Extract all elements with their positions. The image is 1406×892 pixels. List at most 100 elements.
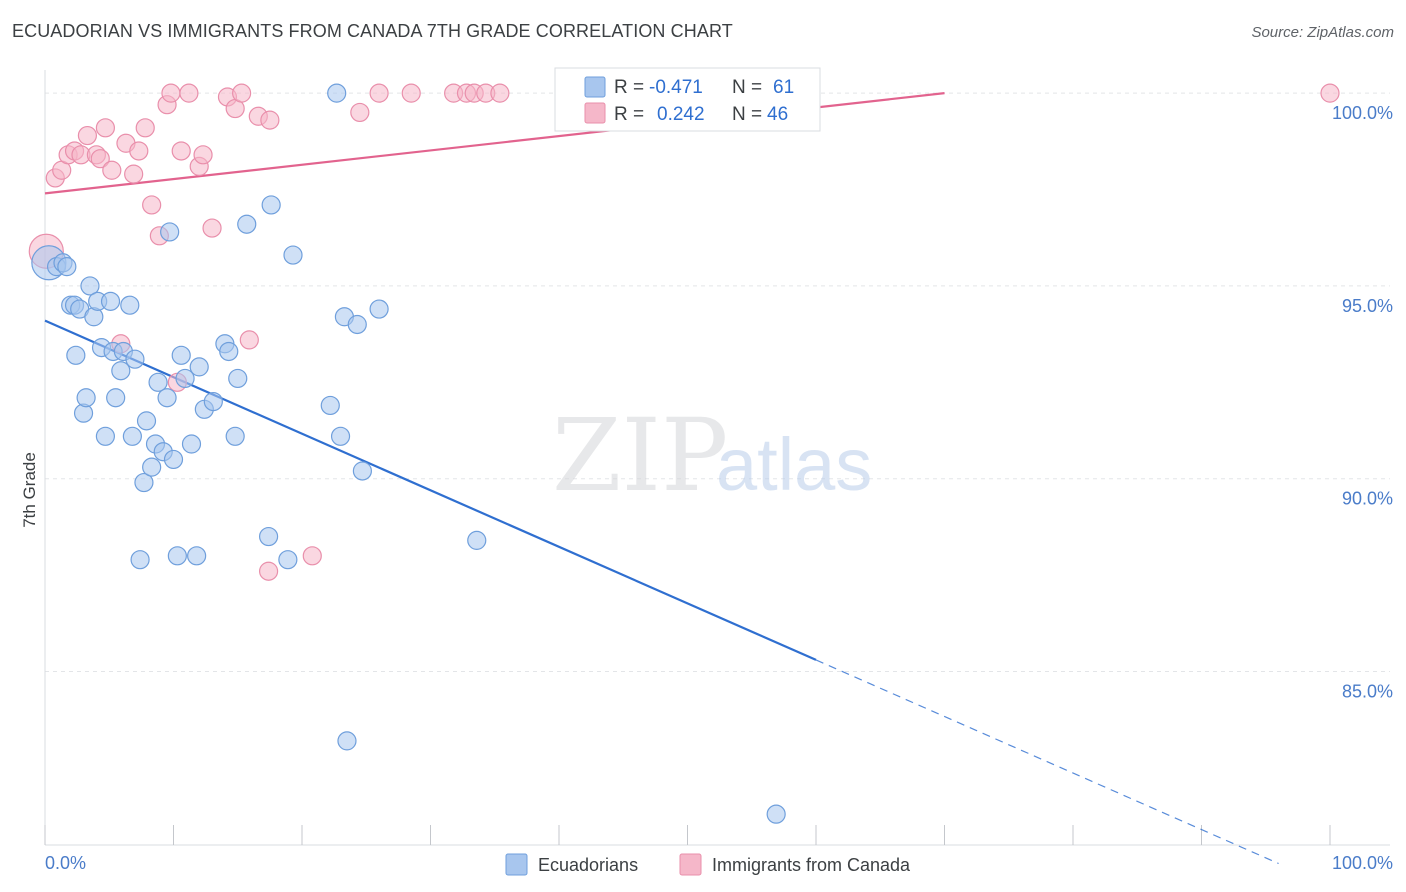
chart-title: ECUADORIAN VS IMMIGRANTS FROM CANADA 7TH… <box>12 21 733 41</box>
point-canada-29 <box>239 330 259 350</box>
point-canada-32 <box>258 561 279 581</box>
watermark-atlas: atlas <box>716 423 872 506</box>
point-ecuadorians-42 <box>219 341 239 362</box>
axes <box>44 70 1390 846</box>
point-ecuadorians-40 <box>203 391 223 412</box>
grid-lines <box>45 92 1390 672</box>
y-axis-label: 7th Grade <box>20 452 39 528</box>
stats-r-label-1: R = <box>614 77 644 98</box>
point-ecuadorians-38 <box>189 357 209 377</box>
point-ecuadorians-14 <box>95 426 115 446</box>
tick-labels: 85.0% 90.0% 95.0% 100.0% 0.0% 100.0% <box>45 103 1393 873</box>
point-ecuadorians-35 <box>175 368 195 389</box>
point-ecuadorians-10 <box>80 276 100 296</box>
stats-n-label-1: N = <box>732 77 762 98</box>
point-canada-16 <box>142 195 162 215</box>
y-tick-label-1: 90.0% <box>1342 489 1393 509</box>
stats-n-value-2: 46 <box>767 104 788 125</box>
point-canada-19 <box>161 83 181 103</box>
point-ecuadorians-37 <box>187 546 207 566</box>
point-ecuadorians-26 <box>142 457 162 477</box>
legend-swatch-ecuadorians <box>505 853 528 876</box>
legend-label-canada: Immigrants from Canada <box>712 855 911 875</box>
y-tick-label-2: 95.0% <box>1342 296 1393 316</box>
point-ecuadorians-30 <box>157 388 177 408</box>
point-canada-13 <box>124 164 144 184</box>
point-canada-14 <box>129 141 149 161</box>
point-ecuadorians-54 <box>337 731 357 751</box>
stats-n-value-1: 61 <box>773 77 794 98</box>
point-canada-22 <box>179 83 199 103</box>
point-ecuadorians-25 <box>136 411 157 431</box>
point-ecuadorians-6 <box>66 345 86 365</box>
x-tick-label-1: 100.0% <box>1332 853 1393 873</box>
point-ecuadorians-17 <box>106 388 126 408</box>
point-ecuadorians-22 <box>125 349 145 369</box>
point-ecuadorians-15 <box>100 291 121 311</box>
point-ecuadorians-44 <box>228 368 248 389</box>
point-ecuadorians-43 <box>225 426 245 446</box>
point-ecuadorians-31 <box>160 222 180 242</box>
y-tick-label-3: 100.0% <box>1332 103 1393 123</box>
stats-swatch-pink <box>584 102 606 124</box>
point-ecuadorians-48 <box>278 550 298 570</box>
point-ecuadorians-52 <box>330 426 351 446</box>
point-ecuadorians-21 <box>122 426 142 446</box>
point-ecuadorians-9 <box>76 388 96 408</box>
point-ecuadorians-3 <box>57 257 77 277</box>
point-ecuadorians-56 <box>352 461 372 481</box>
point-ecuadorians-24 <box>134 472 154 493</box>
stats-r-value-2: 0.242 <box>657 104 705 125</box>
point-ecuadorians-32 <box>163 449 184 470</box>
point-ecuadorians-59 <box>766 804 786 824</box>
watermark: ZIP atlas <box>552 397 872 514</box>
point-canada-36 <box>401 83 421 103</box>
point-canada-25 <box>202 218 222 238</box>
source-credit: Source: ZipAtlas.com <box>1251 24 1394 41</box>
point-ecuadorians-34 <box>171 345 191 365</box>
x-tick-label-0: 0.0% <box>45 853 86 873</box>
point-ecuadorians-46 <box>258 526 279 547</box>
stats-r-label-2: R = <box>614 104 644 125</box>
point-ecuadorians-20 <box>120 295 140 315</box>
legend-swatch-canada <box>679 853 702 876</box>
point-canada-45 <box>1320 83 1340 103</box>
point-canada-35 <box>369 83 389 103</box>
point-canada-28 <box>232 83 252 103</box>
point-ecuadorians-18 <box>111 361 131 381</box>
stats-r-value-1: -0.471 <box>649 77 703 98</box>
point-ecuadorians-58 <box>467 530 487 550</box>
watermark-zip: ZIP <box>552 397 728 514</box>
y-tick-label-0: 85.0% <box>1342 681 1393 701</box>
point-canada-24 <box>193 145 213 165</box>
data-points <box>28 83 1340 824</box>
point-ecuadorians-33 <box>167 546 187 566</box>
legend-label-ecuadorians: Ecuadorians <box>538 855 638 875</box>
point-ecuadorians-45 <box>237 214 257 234</box>
point-canada-6 <box>77 125 98 146</box>
point-canada-10 <box>102 160 122 180</box>
stats-box: R = -0.471 N = 61 R = 0.242 N = 46 <box>554 67 821 132</box>
stats-n-label-2: N = <box>732 104 762 125</box>
stats-swatch-blue <box>584 76 606 98</box>
point-canada-34 <box>350 102 370 123</box>
trend-line-ecuadorians-extension <box>815 659 1279 865</box>
point-ecuadorians-49 <box>283 245 303 265</box>
point-ecuadorians-50 <box>320 395 340 416</box>
point-canada-15 <box>135 118 155 138</box>
point-ecuadorians-47 <box>261 195 281 215</box>
point-canada-41 <box>490 83 510 103</box>
legend: Ecuadorians Immigrants from Canada <box>505 853 911 876</box>
point-canada-21 <box>171 141 191 161</box>
point-ecuadorians-36 <box>181 434 202 454</box>
point-canada-31 <box>260 110 280 130</box>
point-ecuadorians-23 <box>130 550 150 570</box>
point-ecuadorians-51 <box>327 83 347 103</box>
point-canada-8 <box>90 149 110 169</box>
point-ecuadorians-28 <box>148 372 168 392</box>
point-ecuadorians-55 <box>347 314 367 335</box>
point-canada-33 <box>302 546 322 566</box>
point-ecuadorians-57 <box>369 299 389 319</box>
point-canada-9 <box>95 118 115 138</box>
